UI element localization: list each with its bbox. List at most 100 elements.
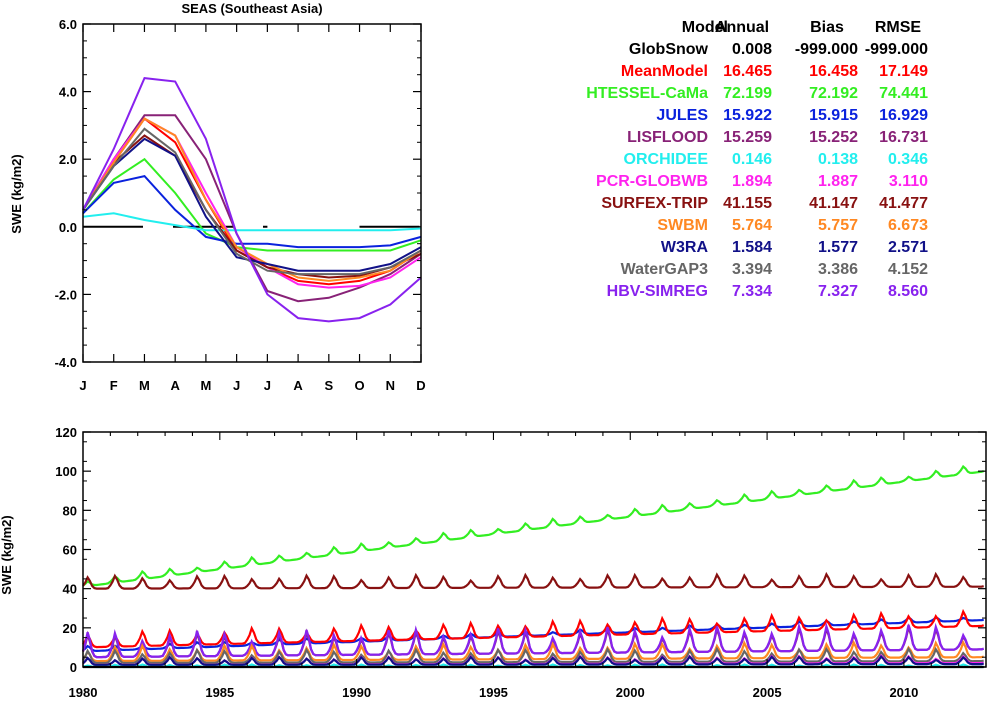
stats-header-bias: Bias bbox=[810, 19, 844, 36]
stats-rmse-value: 41.477 bbox=[879, 195, 928, 212]
timeseries-y-tick-label: 20 bbox=[63, 621, 77, 636]
timeseries-series-surfex-trip bbox=[82, 571, 984, 590]
timeseries-x-tick-label: 2010 bbox=[889, 685, 918, 700]
seasonal-series-watergap3 bbox=[82, 127, 422, 276]
stats-model-name: WaterGAP3 bbox=[621, 261, 709, 278]
seasonal-chart: SEAS (Southeast Asia) SWE (kg/m2) -4.0 -2… bbox=[9, 1, 426, 393]
stats-model-name: ORCHIDEE bbox=[624, 151, 709, 168]
stats-header-model: Model bbox=[682, 19, 728, 36]
stats-rmse-value: 16.731 bbox=[879, 129, 928, 146]
timeseries-x-tick-label: 2000 bbox=[616, 685, 645, 700]
seasonal-y-axis-label: SWE (kg/m2) bbox=[9, 154, 24, 233]
stats-model-name: JULES bbox=[656, 107, 708, 124]
stats-model-name: HTESSEL-CaMa bbox=[586, 85, 708, 102]
stats-row-swbm: SWBM 5.764 5.757 6.673 bbox=[657, 217, 928, 234]
stats-rmse-value: 4.152 bbox=[888, 261, 928, 278]
stats-rmse-value: 6.673 bbox=[888, 217, 928, 234]
stats-annual-value: 0.008 bbox=[732, 41, 772, 58]
timeseries-y-axis-label: SWE (kg/m2) bbox=[0, 515, 14, 594]
stats-model-name: W3RA bbox=[661, 239, 709, 256]
seasonal-x-tick-label: A bbox=[293, 378, 303, 393]
stats-annual-value: 3.394 bbox=[732, 261, 772, 278]
stats-rmse-value: 2.571 bbox=[888, 239, 928, 256]
stats-bias-value: 16.458 bbox=[809, 63, 858, 80]
stats-row-lisflood: LISFLOOD 15.259 15.252 16.731 bbox=[627, 129, 928, 146]
stats-row-orchidee: ORCHIDEE 0.146 0.138 0.346 bbox=[624, 151, 929, 168]
seasonal-y-tick-label: -4.0 bbox=[55, 355, 77, 370]
stats-bias-value: 0.138 bbox=[818, 151, 858, 168]
stats-row-htessel-cama: HTESSEL-CaMa 72.199 72.192 74.441 bbox=[586, 85, 928, 102]
stats-annual-value: 15.259 bbox=[723, 129, 772, 146]
stats-annual-value: 41.155 bbox=[723, 195, 772, 212]
seasonal-series-jules bbox=[82, 174, 422, 249]
stats-model-name: GlobSnow bbox=[629, 41, 709, 58]
timeseries-series-watergap3 bbox=[82, 646, 984, 665]
stats-bias-value: -999.000 bbox=[795, 41, 858, 58]
stats-bias-value: 5.757 bbox=[818, 217, 858, 234]
seasonal-series-hbv-simreg bbox=[82, 77, 422, 323]
stats-annual-value: 1.894 bbox=[732, 173, 772, 190]
stats-row-watergap3: WaterGAP3 3.394 3.386 4.152 bbox=[621, 261, 929, 278]
seasonal-x-tick-label: J bbox=[264, 378, 271, 393]
seasonal-x-tick-label: M bbox=[200, 378, 211, 393]
seasonal-series-w3ra bbox=[82, 137, 422, 272]
seasonal-x-tick-label: D bbox=[416, 378, 425, 393]
timeseries-y-tick-label: 60 bbox=[63, 543, 77, 558]
stats-model-name: LISFLOOD bbox=[627, 129, 708, 146]
seasonal-plot-frame bbox=[82, 23, 422, 363]
stats-bias-value: 15.915 bbox=[809, 107, 858, 124]
stats-row-hbv-simreg: HBV-SIMREG 7.334 7.327 8.560 bbox=[607, 283, 928, 300]
timeseries-series-htessel-cama bbox=[82, 464, 985, 587]
stats-annual-value: 16.465 bbox=[723, 63, 772, 80]
stats-row-surfex-trip: SURFEX-TRIP 41.155 41.147 41.477 bbox=[601, 195, 928, 212]
timeseries-y-tick-label: 80 bbox=[63, 503, 77, 518]
stats-bias-value: 41.147 bbox=[809, 195, 858, 212]
timeseries-series-meanmodel bbox=[82, 608, 985, 649]
seasonal-x-tick-label: S bbox=[324, 378, 333, 393]
stats-annual-value: 7.334 bbox=[732, 283, 772, 300]
stats-model-name: HBV-SIMREG bbox=[607, 283, 708, 300]
stats-row-jules: JULES 15.922 15.915 16.929 bbox=[656, 107, 928, 124]
seasonal-series-htessel-cama bbox=[82, 157, 422, 252]
seasonal-y-tick-label: 6.0 bbox=[59, 17, 77, 32]
seasonal-x-tick-label: F bbox=[110, 378, 118, 393]
seasonal-y-tick-label: 0.0 bbox=[59, 220, 77, 235]
stats-annual-value: 1.584 bbox=[732, 239, 772, 256]
seasonal-x-tick-label: N bbox=[386, 378, 395, 393]
timeseries-series-swbm bbox=[82, 639, 985, 663]
timeseries-x-tick-label: 1990 bbox=[342, 685, 371, 700]
stats-row-globsnow: GlobSnow 0.008 -999.000 -999.000 bbox=[629, 41, 928, 58]
seasonal-series-surfex-trip bbox=[82, 134, 422, 279]
timeseries-x-tick-label: 1980 bbox=[69, 685, 98, 700]
timeseries-plot-area bbox=[81, 464, 985, 669]
stats-annual-value: 72.199 bbox=[723, 85, 772, 102]
stats-rmse-value: 0.346 bbox=[888, 151, 928, 168]
stats-model-name: SWBM bbox=[657, 217, 708, 234]
stats-rmse-value: 16.929 bbox=[879, 107, 928, 124]
seasonal-series-orchidee bbox=[82, 212, 422, 232]
stats-header-annual: Annual bbox=[715, 19, 769, 36]
seasonal-x-tick-label: J bbox=[79, 378, 86, 393]
stats-model-name: PCR-GLOBWB bbox=[596, 173, 708, 190]
seasonal-plot-area bbox=[82, 77, 422, 323]
timeseries-chart: SWE (kg/m2) 0 20 40 60 80 100 120 1980 1985 1990 1… bbox=[0, 425, 987, 700]
seasonal-y-tick-label: 2.0 bbox=[59, 152, 77, 167]
seasonal-x-tick-label: A bbox=[170, 378, 180, 393]
timeseries-y-tick-label: 0 bbox=[70, 660, 77, 675]
stats-row-w3ra: W3RA 1.584 1.577 2.571 bbox=[661, 239, 928, 256]
stats-rmse-value: 8.560 bbox=[888, 283, 928, 300]
stats-rmse-value: 17.149 bbox=[879, 63, 928, 80]
stats-rmse-value: 74.441 bbox=[879, 85, 928, 102]
seasonal-series-swbm bbox=[82, 117, 422, 282]
seasonal-y-tick-label: -2.0 bbox=[55, 287, 77, 302]
stats-row-pcr-globwb: PCR-GLOBWB 1.894 1.887 3.110 bbox=[596, 173, 928, 190]
stats-bias-value: 7.327 bbox=[818, 283, 858, 300]
stats-annual-value: 0.146 bbox=[732, 151, 772, 168]
timeseries-axes: 0 20 40 60 80 100 120 1980 1985 1990 1995 2000 2005 2… bbox=[55, 425, 987, 700]
stats-bias-value: 72.192 bbox=[809, 85, 858, 102]
timeseries-y-tick-label: 120 bbox=[55, 425, 77, 440]
stats-bias-value: 1.577 bbox=[818, 239, 858, 256]
stats-rmse-value: -999.000 bbox=[865, 41, 928, 58]
